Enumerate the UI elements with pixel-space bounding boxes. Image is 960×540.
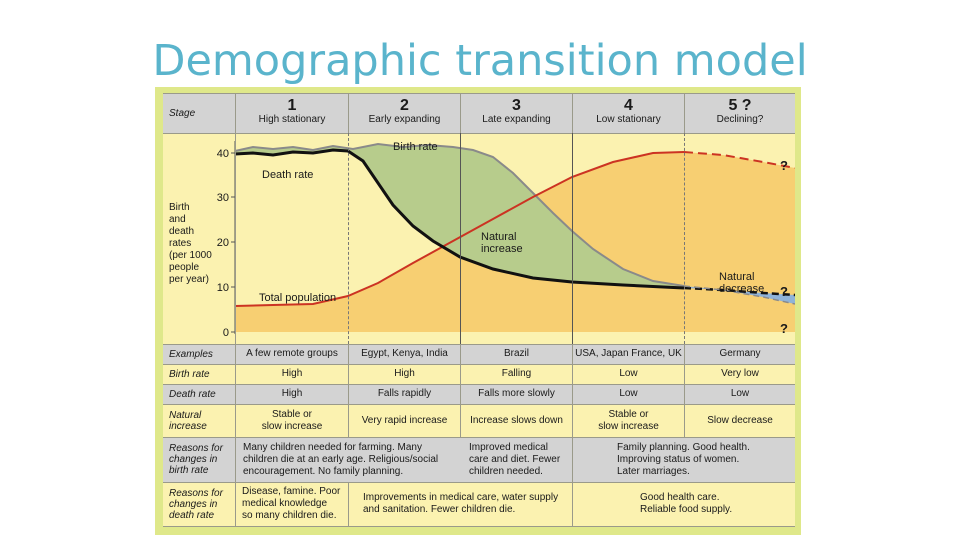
reasons-birth-cell-stage-3: Improved medical care and diet. Fewer ch…: [469, 441, 561, 477]
header-band: [163, 93, 795, 133]
death-rate-cell-stage-5: Low: [730, 388, 750, 399]
death-rate-cell-stage-3: Falls more slowly: [478, 388, 555, 399]
death-rate-cell-stage-2: Falls rapidly: [377, 388, 432, 399]
reasons-death-cell-stages-2-3: Improvements in medical care, water supp…: [363, 492, 559, 515]
examples-cell-stage-4: USA, Japan France, UK: [575, 348, 682, 359]
y-tick-label: 20: [217, 237, 229, 249]
natural-increase-cell-stage-4: Stable or slow increase: [598, 408, 659, 432]
stage-5-number: 5 ?: [728, 97, 752, 114]
examples-cell-stage-5: Germany: [719, 348, 761, 359]
death-rate-line: [234, 148, 685, 290]
total-population-label: Total population: [259, 292, 336, 304]
demographic-transition-figure: 40 30 20 10 0 Birth rate Death rate Tota…: [155, 87, 801, 535]
stage-1-name: High stationary: [258, 114, 326, 125]
death-rate-cell-stage-4: Low: [619, 388, 638, 399]
natural-increase-cell-stage-5: Slow decrease: [707, 414, 773, 426]
stage-5-name: Declining?: [716, 114, 764, 125]
birth-rate-label: Birth rate: [393, 141, 438, 153]
death-rate-label: Death rate: [262, 169, 313, 181]
natural-increase-cell-stage-1: Stable or slow increase: [261, 408, 323, 432]
y-tick-label: 30: [217, 192, 229, 204]
stage-2-name: Early expanding: [368, 114, 441, 125]
birth-rate-cell-stage-3: Falling: [501, 368, 532, 379]
birth-rate-area: [235, 144, 684, 288]
reasons-death-cell-stage-1: Disease, famine. Poor medical knowledge …: [242, 486, 341, 521]
natural-increase-label-line1: Natural: [481, 231, 516, 243]
y-tick-label: 40: [217, 148, 229, 160]
stage-2-number: 2: [400, 97, 409, 114]
birth-rate-line: [234, 142, 685, 287]
stage-2-header: 2 Early expanding: [349, 97, 460, 126]
birth-rate-cell-stage-4: Low: [619, 368, 638, 379]
stage-3-number: 3: [512, 97, 521, 114]
row-label-examples: Examples: [169, 348, 213, 360]
stage-1-number: 1: [287, 97, 297, 114]
death-rate-line-projected: [683, 286, 795, 297]
stage-4-header: 4 Low stationary: [573, 97, 684, 126]
rates-graph: 40 30 20 10 0 Birth rate Death rate Tota…: [217, 141, 795, 339]
y-axis-label: Birth and death rates (per 1000 people p…: [169, 202, 212, 285]
row-label-birth-rate: Birth rate: [169, 368, 210, 380]
birth-rate-cell-stage-2: High: [394, 368, 415, 379]
natural-increase-cell-stage-2: Very rapid increase: [361, 414, 448, 426]
reasons-birth-cell-stages-1-2: Many children needed for farming. Many c…: [243, 441, 439, 477]
population-line: [234, 151, 685, 307]
natural-increase-cell-stage-3: Increase slows down: [470, 414, 563, 426]
row-label-reasons-death-rate: Reasons for changes in death rate: [169, 487, 223, 521]
reasons-birth-cell-stages-4-5: Family planning. Good health. Improving …: [617, 441, 750, 477]
reasons-birth-band: [163, 437, 795, 482]
reasons-death-cell-stages-4-5: Good health care. Reliable food supply.: [640, 492, 733, 515]
y-tick-label: 10: [217, 282, 229, 294]
slide-title: Demographic transition model: [152, 36, 808, 86]
row-label-reasons-birth-rate: Reasons for changes in birth rate: [169, 443, 223, 476]
examples-cell-stage-1: A few remote groups: [246, 348, 338, 359]
natural-decrease-label-line2: decrease: [719, 283, 764, 295]
question-mark-top: ?: [780, 158, 788, 173]
stage-label: Stage: [169, 107, 196, 119]
population-line-projected: [683, 151, 795, 169]
natural-decrease-label-line1: Natural: [719, 271, 754, 283]
stage-5-header: 5 ? Declining?: [685, 97, 795, 126]
question-mark-bottom: ?: [780, 321, 788, 336]
row-label-natural-increase: Natural increase: [169, 409, 207, 432]
examples-cell-stage-3: Brazil: [503, 348, 529, 359]
stage-4-name: Low stationary: [596, 114, 661, 125]
natural-increase-label-line2: increase: [481, 243, 523, 255]
question-mark-middle: ?: [780, 284, 788, 299]
birth-rate-cell-stage-1: High: [281, 368, 303, 379]
row-label-death-rate: Death rate: [169, 388, 216, 400]
death-rate-cell-stage-1: High: [281, 388, 303, 399]
figure-panel: 40 30 20 10 0 Birth rate Death rate Tota…: [163, 93, 795, 527]
stage-4-number: 4: [624, 97, 633, 114]
death-rate-band: [163, 384, 795, 404]
y-tick-label: 0: [223, 327, 229, 339]
stage-3-header: 3 Late expanding: [461, 97, 572, 126]
examples-cell-stage-2: Egypt, Kenya, India: [361, 348, 448, 359]
birth-rate-cell-stage-5: Very low: [721, 368, 759, 379]
stage-3-name: Late expanding: [482, 114, 551, 125]
examples-band: [163, 344, 795, 364]
stage-1-header: 1 High stationary: [236, 97, 348, 126]
